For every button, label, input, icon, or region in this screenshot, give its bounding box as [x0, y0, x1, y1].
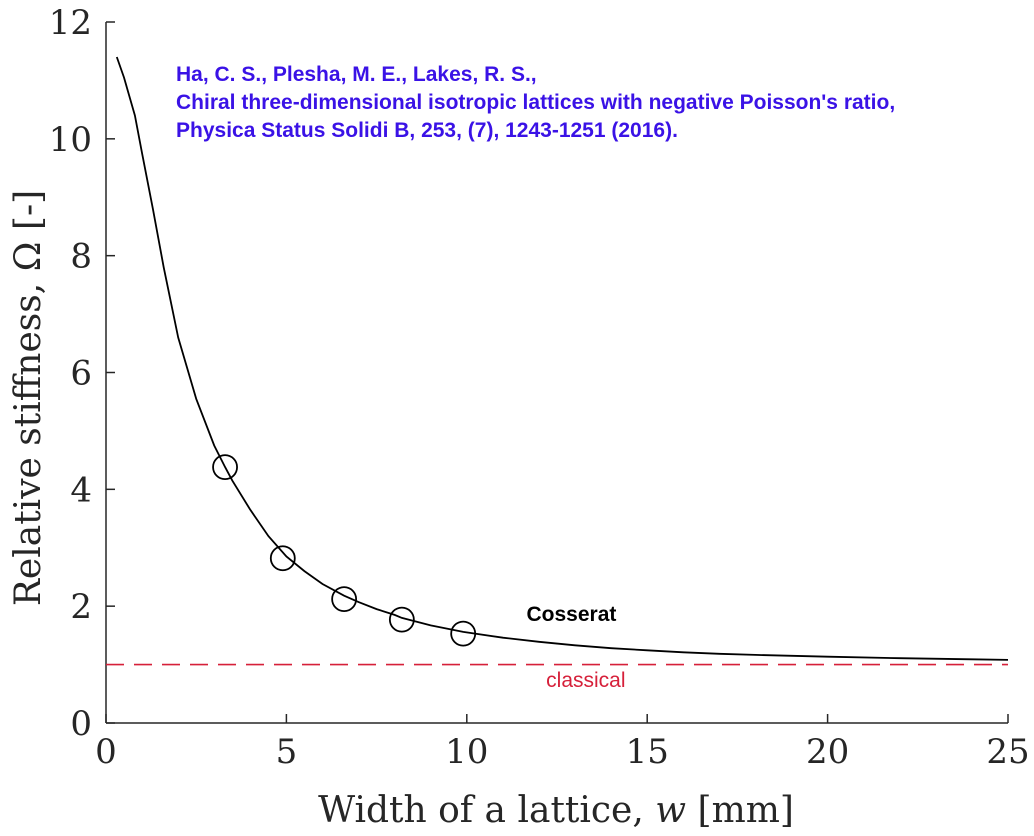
citation-line-1: Ha, C. S., Plesha, M. E., Lakes, R. S., — [176, 63, 537, 86]
y-tick-label: 0 — [70, 704, 92, 744]
citation-annotation: Ha, C. S., Plesha, M. E., Lakes, R. S., … — [176, 63, 895, 142]
data-point-marker — [450, 620, 477, 647]
data-point-marker — [212, 454, 238, 481]
cosserat-label: Cosserat — [526, 603, 616, 626]
x-tick-label: 10 — [445, 732, 488, 772]
y-tick-label: 4 — [70, 470, 92, 510]
x-tick-label: 20 — [806, 732, 849, 772]
cosserat-curve — [115, 56, 1009, 661]
x-ticks: 0 5 10 15 20 25 — [95, 714, 1030, 772]
y-tick-label: 2 — [70, 587, 92, 627]
x-tick-label: 0 — [95, 732, 117, 772]
y-tick-label: 12 — [49, 3, 92, 43]
data-point-marker — [269, 545, 296, 572]
x-axis-label: Width of a lattice, w [mm] — [318, 790, 794, 831]
citation-line-2: Chiral three-dimensional isotropic latti… — [176, 91, 895, 114]
data-markers — [212, 454, 477, 647]
x-tick-label: 5 — [276, 732, 298, 772]
y-tick-label: 6 — [70, 354, 92, 394]
x-tick-label: 25 — [986, 732, 1029, 772]
data-point-marker — [331, 586, 358, 613]
axes: 0 5 10 15 20 25 0 2 4 6 8 10 12 — [49, 3, 1030, 772]
y-axis-label: Relative stiffness, Ω [-] — [8, 190, 49, 606]
plot-area — [106, 56, 1009, 666]
y-tick-label: 8 — [70, 237, 92, 277]
y-ticks: 0 2 4 6 8 10 12 — [49, 3, 115, 744]
y-tick-label: 10 — [49, 120, 92, 160]
citation-line-3: Physica Status Solidi B, 253, (7), 1243-… — [176, 119, 678, 142]
data-point-marker — [388, 606, 415, 633]
classical-label: classical — [546, 669, 625, 692]
x-tick-label: 15 — [626, 732, 669, 772]
